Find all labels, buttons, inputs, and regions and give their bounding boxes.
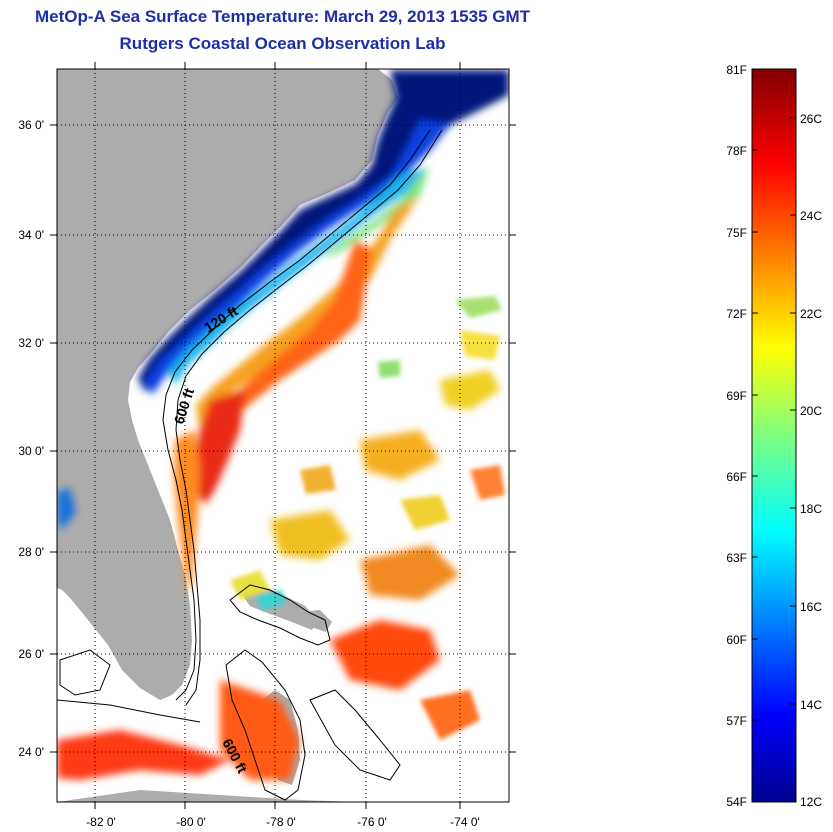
colorbar-label-c: 12C (800, 795, 822, 809)
lat-label: 24 0' (18, 745, 44, 759)
map-title: MetOp-A Sea Surface Temperature: March 2… (34, 7, 531, 26)
colorbar-label-f: 60F (726, 633, 747, 647)
colorbar-fahrenheit-labels: 81F 78F 75F 72F 69F 66F 63F 60F 57F 54F (726, 63, 747, 809)
lon-label: -76 0' (357, 815, 387, 829)
lat-label: 28 0' (18, 545, 44, 559)
depth-contours (57, 129, 443, 801)
map-subtitle: Rutgers Coastal Ocean Observation Lab (119, 34, 446, 53)
lat-label: 36 0' (18, 118, 44, 132)
graticule (57, 69, 509, 802)
colorbar-label-c: 24C (800, 209, 822, 223)
colorbar-celsius-labels: 26C 24C 22C 20C 18C 16C 14C 12C (800, 112, 822, 809)
lon-label: -80 0' (176, 815, 206, 829)
colorbar-label-f: 63F (726, 551, 747, 565)
lon-label: -82 0' (86, 815, 116, 829)
bahamas-land (300, 610, 332, 632)
lon-label: -74 0' (450, 815, 480, 829)
colorbar-label-c: 18C (800, 502, 822, 516)
colorbar-label-f: 81F (726, 63, 747, 77)
longitude-labels: -82 0' -80 0' -78 0' -76 0' -74 0' (86, 815, 480, 829)
lat-label: 26 0' (18, 647, 44, 661)
colorbar-label-c: 16C (800, 600, 822, 614)
colorbar-label-f: 75F (726, 226, 747, 240)
lon-label: -78 0' (266, 815, 296, 829)
latitude-labels: 36 0' 34 0' 32 0' 30 0' 28 0' 26 0' 24 0… (18, 118, 44, 759)
axis-ticks (50, 62, 516, 809)
colorbar-ticks (752, 117, 796, 721)
colorbar-label-c: 26C (800, 112, 822, 126)
colorbar-label-c: 20C (800, 404, 822, 418)
colorbar-label-f: 57F (726, 714, 747, 728)
colorbar-label-f: 69F (726, 389, 747, 403)
colorbar-label-f: 66F (726, 470, 747, 484)
land-mass (57, 69, 398, 700)
lat-label: 32 0' (18, 336, 44, 350)
colorbar (751, 68, 797, 803)
colorbar-label-f: 72F (726, 307, 747, 321)
colorbar-label-f: 78F (726, 144, 747, 158)
colorbar-label-c: 22C (800, 307, 822, 321)
lat-label: 34 0' (18, 228, 44, 242)
colorbar-label-c: 14C (800, 698, 822, 712)
lat-label: 30 0' (18, 444, 44, 458)
colorbar-label-f: 54F (726, 795, 747, 809)
cuba-land (57, 790, 360, 802)
